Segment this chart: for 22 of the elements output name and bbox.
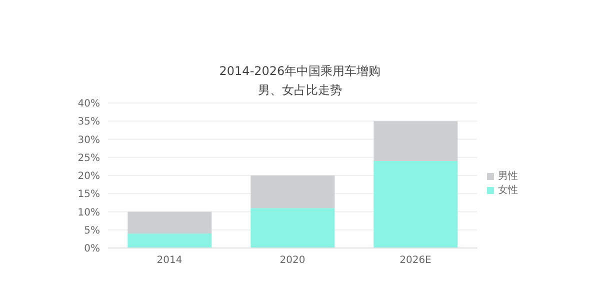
y-tick-label: 0% bbox=[84, 244, 100, 255]
legend-label: 男性 bbox=[498, 171, 518, 182]
chart-subtitle: 男、女占比走势 bbox=[257, 82, 343, 99]
bar bbox=[128, 212, 212, 234]
y-tick-label: 20% bbox=[78, 171, 100, 182]
bar bbox=[374, 121, 458, 161]
y-tick-label: 5% bbox=[84, 225, 100, 236]
y-tick-label: 40% bbox=[78, 98, 100, 110]
x-tick-label: 2026E bbox=[400, 255, 432, 266]
y-tick-label: 10% bbox=[78, 207, 100, 218]
bar bbox=[250, 208, 335, 248]
y-tick-label: 30% bbox=[78, 134, 100, 146]
x-tick-label: 2020 bbox=[280, 255, 306, 266]
y-tick-label: 25% bbox=[78, 152, 100, 164]
bar bbox=[250, 176, 335, 208]
y-tick-label: 35% bbox=[78, 116, 100, 128]
x-tick-label: 2014 bbox=[156, 255, 182, 266]
bar bbox=[128, 234, 212, 248]
y-tick-label: 15% bbox=[78, 189, 100, 200]
chart-title: 2014-2026年中国乘用车增购 bbox=[218, 63, 382, 80]
bar bbox=[374, 161, 458, 248]
legend-label: 女性 bbox=[498, 185, 518, 196]
